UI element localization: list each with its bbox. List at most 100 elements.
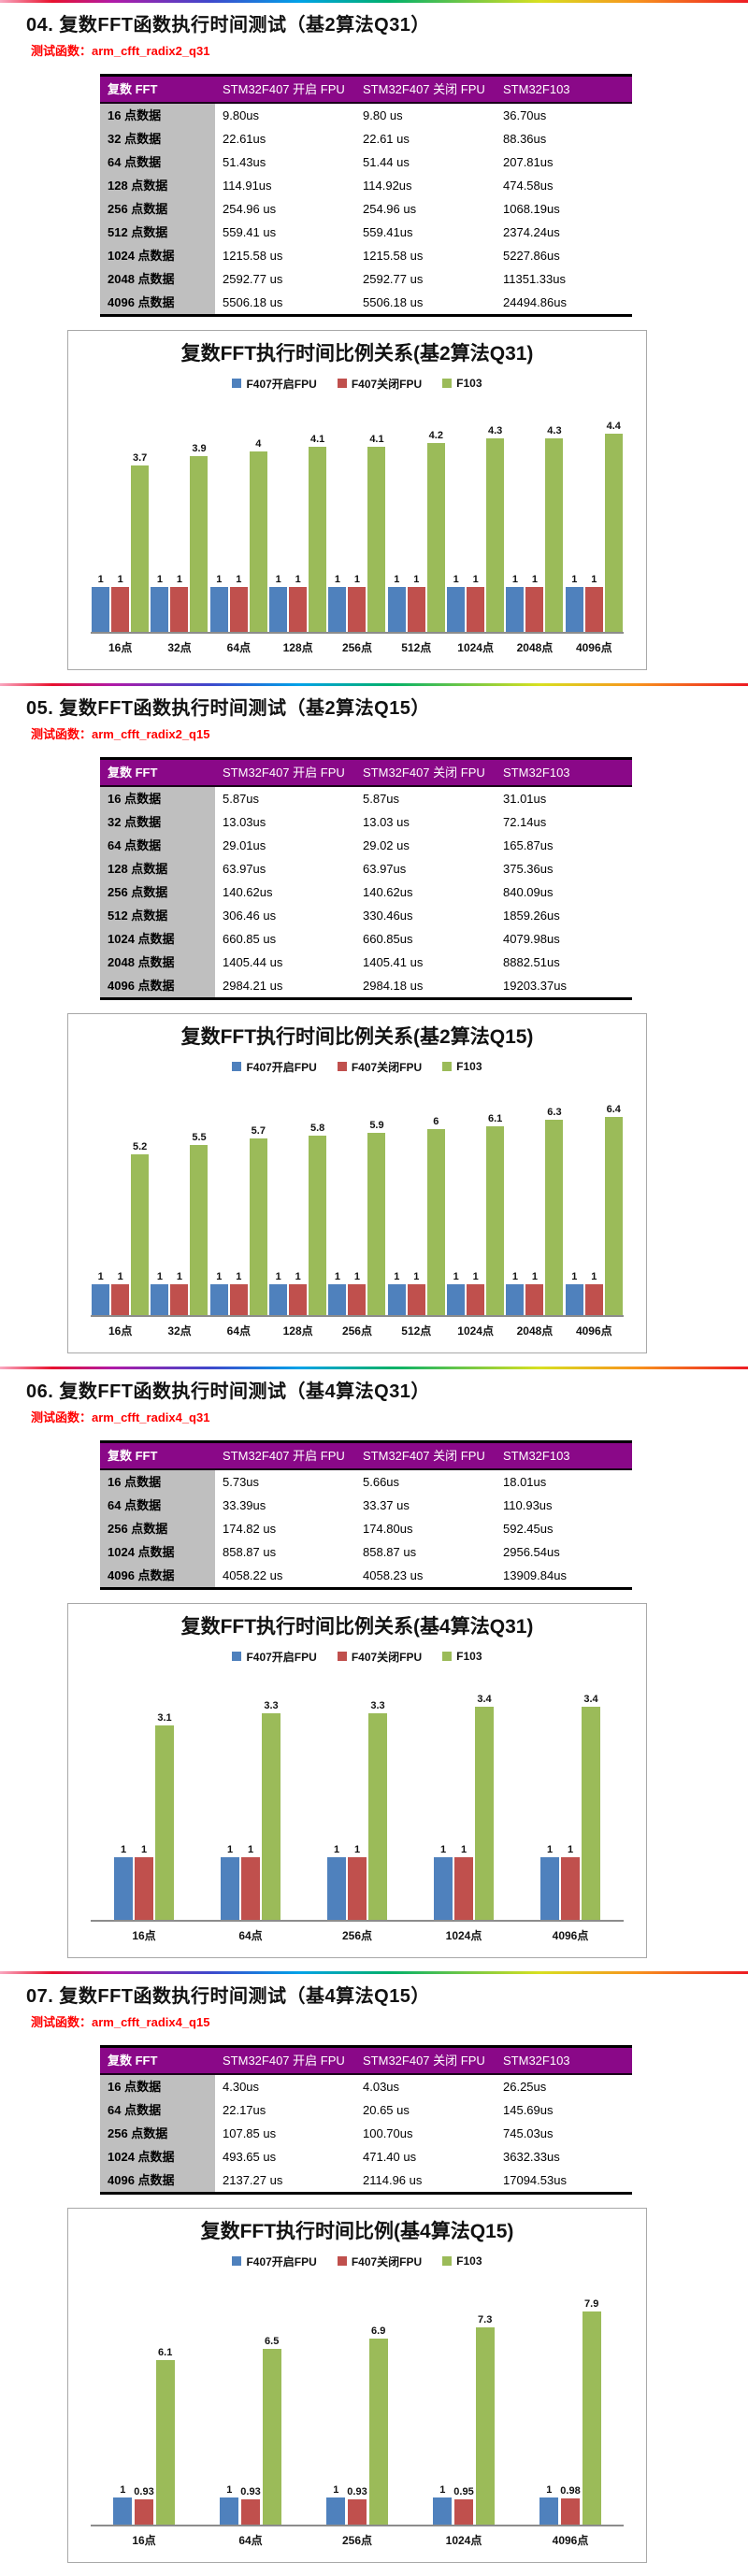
bar-with-label: 1 bbox=[113, 2484, 133, 2525]
bar-group: 1 1 4.4 bbox=[565, 421, 623, 632]
bar-value-label: 4.4 bbox=[606, 421, 621, 432]
legend-swatch-icon bbox=[442, 1062, 453, 1071]
cell-value: 559.41 us bbox=[223, 225, 277, 239]
cell-value: 4079.98us bbox=[503, 932, 560, 946]
bar bbox=[327, 1857, 346, 1920]
bar-value-label: 1 bbox=[247, 1844, 254, 1855]
rainbow-divider bbox=[0, 1367, 748, 1369]
bar bbox=[289, 587, 308, 632]
table-row: 256 点数据 107.85 us 100.70us 745.03us bbox=[100, 2122, 632, 2145]
bar bbox=[262, 1713, 280, 1920]
legend-label: F103 bbox=[456, 1060, 482, 1073]
bar-with-label: 3.3 bbox=[368, 1700, 387, 1920]
table-header-cell: STM32F103 bbox=[503, 82, 570, 96]
x-axis-labels: 16点 64点 256点 1024点 4096点 bbox=[91, 1927, 624, 1944]
bar bbox=[348, 587, 367, 632]
bar-with-label: 6.4 bbox=[604, 1104, 623, 1315]
bar bbox=[113, 2497, 133, 2525]
rainbow-divider bbox=[0, 683, 748, 686]
cell-value: 36.70us bbox=[503, 108, 547, 122]
table-header-cell: STM32F407 关闭 FPU bbox=[363, 1449, 485, 1463]
legend-swatch-icon bbox=[337, 1062, 347, 1071]
bar-with-label: 7.3 bbox=[475, 2314, 495, 2525]
bar-value-label: 1 bbox=[334, 574, 341, 585]
bar-with-label: 3.3 bbox=[262, 1700, 280, 1920]
bar-with-label: 1 bbox=[111, 574, 130, 632]
bar-with-label: 1 bbox=[135, 1844, 153, 1920]
bar-value-label: 1 bbox=[591, 574, 597, 585]
bar-value-label: 1 bbox=[439, 2484, 446, 2496]
section-heading: 06. 复数FFT函数执行时间测试（基4算法Q31） bbox=[26, 1381, 430, 1402]
bar bbox=[475, 2327, 495, 2525]
bar-value-label: 1 bbox=[333, 2484, 339, 2496]
chart-title: 复数FFT执行时间比例关系(基4算法Q31) bbox=[180, 1616, 534, 1638]
section-heading: 07. 复数FFT函数执行时间测试（基4算法Q15） bbox=[26, 1986, 430, 2007]
row-label: 256 点数据 bbox=[100, 880, 215, 904]
row-label: 1024 点数据 bbox=[100, 927, 215, 951]
cell-value: 110.93us bbox=[503, 1498, 553, 1512]
legend-item: F407开启FPU bbox=[232, 2254, 317, 2269]
cell-value: 2984.18 us bbox=[363, 979, 424, 993]
row-label: 1024 点数据 bbox=[100, 244, 215, 267]
bar-value-label: 1 bbox=[97, 574, 104, 585]
bar-value-label: 1 bbox=[439, 1844, 447, 1855]
bar-with-label: 1 bbox=[565, 574, 583, 632]
bar-value-label: 3.4 bbox=[477, 1694, 492, 1705]
bar-with-label: 5.7 bbox=[249, 1125, 267, 1315]
cell-value: 5506.18 us bbox=[363, 295, 424, 309]
x-axis-label: 256点 bbox=[341, 641, 372, 654]
legend-label: F407关闭FPU bbox=[351, 1650, 423, 1664]
bar bbox=[229, 587, 248, 632]
legend-swatch-icon bbox=[232, 1062, 242, 1071]
cell-value: 660.85us bbox=[363, 932, 413, 946]
row-label: 512 点数据 bbox=[100, 221, 215, 244]
cell-value: 8882.51us bbox=[503, 955, 560, 969]
cell-value: 1215.58 us bbox=[363, 249, 424, 263]
bar-with-label: 3.4 bbox=[582, 1694, 600, 1920]
bar-with-label: 1 bbox=[387, 574, 406, 632]
bar-value-label: 1 bbox=[120, 1844, 127, 1855]
bar-value-label: 3.9 bbox=[192, 443, 207, 454]
bar-with-label: 1 bbox=[539, 2484, 559, 2525]
table-header-cell: STM32F407 关闭 FPU bbox=[363, 82, 485, 96]
x-axis-label: 1024点 bbox=[457, 641, 494, 654]
bar-group: 1 1 4.2 bbox=[387, 430, 445, 632]
x-axis-label: 4096点 bbox=[552, 1929, 589, 1942]
table-header-cell: STM32F103 bbox=[503, 766, 570, 780]
legend-item: F103 bbox=[442, 1060, 482, 1073]
bar bbox=[131, 465, 150, 632]
legend-item: F103 bbox=[442, 377, 482, 390]
bar-with-label: 1 bbox=[434, 1844, 453, 1920]
x-axis-label: 128点 bbox=[282, 641, 313, 654]
x-axis-label: 16点 bbox=[108, 641, 133, 654]
cell-value: 5227.86us bbox=[503, 249, 560, 263]
bar bbox=[241, 1857, 260, 1920]
bar-group: 1 1 6.4 bbox=[565, 1104, 623, 1315]
bar bbox=[151, 1284, 169, 1315]
legend-label: F407开启FPU bbox=[246, 1650, 317, 1664]
bar-group: 1 1 3.4 bbox=[434, 1694, 494, 1920]
bar bbox=[475, 1707, 494, 1920]
row-label: 256 点数据 bbox=[100, 1517, 215, 1540]
legend-swatch-icon bbox=[337, 1652, 347, 1661]
table-row: 64 点数据 51.43us 51.44 us 207.81us bbox=[100, 150, 632, 174]
bar bbox=[426, 443, 445, 632]
table-row: 16 点数据 4.30us 4.03us 26.25us bbox=[100, 2075, 632, 2098]
cell-value: 11351.33us bbox=[503, 272, 566, 286]
cell-value: 2137.27 us bbox=[223, 2173, 283, 2187]
bar-with-label: 5.9 bbox=[367, 1120, 386, 1315]
bar bbox=[190, 456, 209, 632]
bar-with-label: 5.2 bbox=[131, 1141, 150, 1315]
legend-swatch-icon bbox=[337, 379, 347, 388]
legend-swatch-icon bbox=[232, 2256, 242, 2266]
bar-value-label: 1 bbox=[333, 1844, 340, 1855]
cell-value: 4058.22 us bbox=[223, 1568, 283, 1582]
ratio-bar-chart: 复数FFT执行时间比例关系(基2算法Q31) F407开启FPU F407关闭FP… bbox=[67, 330, 647, 670]
bar-with-label: 1 bbox=[289, 1271, 308, 1315]
row-label: 64 点数据 bbox=[100, 150, 215, 174]
bar-with-label: 1 bbox=[506, 574, 525, 632]
legend-label: F407开启FPU bbox=[246, 2254, 317, 2268]
bar bbox=[387, 1284, 406, 1315]
bar-with-label: 1 bbox=[447, 1271, 466, 1315]
bar-group: 1 0.95 7.3 bbox=[433, 2314, 495, 2525]
